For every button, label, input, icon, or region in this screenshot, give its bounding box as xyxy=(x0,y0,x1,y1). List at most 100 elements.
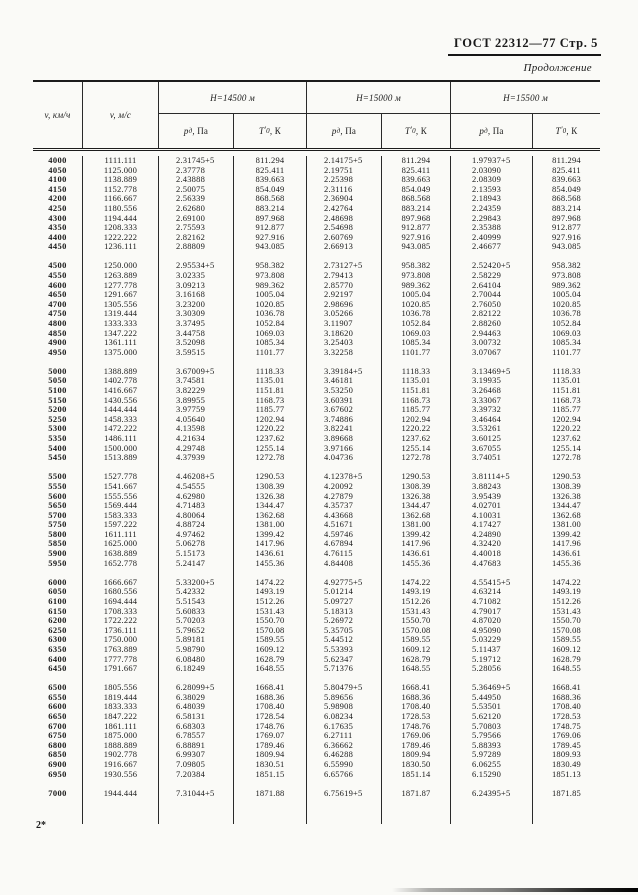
table-cell: 1748.75 xyxy=(551,720,582,731)
table-cell: 3.95439 xyxy=(451,491,533,502)
table-cell: 4.55415+5 xyxy=(451,577,533,588)
table-cell: 1069.03 xyxy=(234,328,307,339)
table-cell: 1417.96 xyxy=(234,539,307,550)
table-cell: 1255.14 xyxy=(551,442,582,453)
table-spacer xyxy=(382,251,451,262)
header-t0-15000: T ′ 0, К xyxy=(382,114,451,148)
row-speed-kmh: 4250 xyxy=(33,203,83,214)
table-cell: 3.67602 xyxy=(307,405,382,415)
table-cell: 3.67009+5 xyxy=(159,366,234,377)
table-cell: 1708.40 xyxy=(234,702,307,712)
row-speed-kmh: 5550 xyxy=(33,481,83,492)
table-cell: 1570.08 xyxy=(234,625,307,636)
table-cell: 1611.111 xyxy=(83,529,159,540)
table-cell: 1455.36 xyxy=(382,558,451,569)
table-cell: 6.08234 xyxy=(307,711,382,722)
table-cell: 1851.15 xyxy=(234,769,307,780)
table-cell: 2.92197 xyxy=(307,290,382,300)
table-cell: 1570.08 xyxy=(382,625,451,636)
table-cell: 1118.33 xyxy=(552,365,581,376)
table-cell: 5.53393 xyxy=(307,644,382,655)
table-cell: 3.02335 xyxy=(159,270,234,281)
table-cell: 1652.778 xyxy=(83,558,159,569)
table-cell: 973.808 xyxy=(234,270,307,281)
table-spacer xyxy=(382,357,451,367)
row-speed-kmh: 5750 xyxy=(33,520,83,530)
row-speed-kmh: 6450 xyxy=(33,663,83,674)
table-cell: 1152.778 xyxy=(83,184,159,195)
table-cell: 1830.50 xyxy=(382,759,451,770)
table-cell: 4.51671 xyxy=(307,520,382,530)
table-cell: 927.916 xyxy=(382,232,451,243)
table-cell: 883.214 xyxy=(551,202,582,213)
table-cell: 4.87020 xyxy=(451,616,533,626)
table-spacer xyxy=(451,357,533,367)
table-cell: 1875.000 xyxy=(83,731,159,741)
table-cell: 1513.889 xyxy=(83,453,159,463)
table-cell: 3.81114+5 xyxy=(451,472,533,482)
table-cell: 1375.000 xyxy=(83,347,159,358)
table-cell: 1052.84 xyxy=(382,318,451,329)
table-cell: 1052.84 xyxy=(551,318,582,328)
table-cell: 4.04736 xyxy=(307,453,382,463)
table-cell: 4.20092 xyxy=(307,481,382,492)
table-cell: 1344.47 xyxy=(234,500,307,511)
table-cell: 1458.333 xyxy=(83,414,159,425)
table-cell: 973.808 xyxy=(551,270,582,281)
table-cell: 3.39732 xyxy=(451,405,533,415)
table-cell: 839.663 xyxy=(234,175,307,185)
table-cell: 1185.77 xyxy=(234,405,307,415)
table-cell: 1668.41 xyxy=(234,683,307,693)
table-cell: 1399.42 xyxy=(382,529,451,540)
table-cell: 3.05266 xyxy=(307,309,382,319)
table-cell: 1728.54 xyxy=(234,711,307,722)
table-cell: 3.53261 xyxy=(451,424,533,435)
table-cell: 1290.53 xyxy=(382,472,451,482)
row-speed-kmh: 6300 xyxy=(33,635,83,645)
table-cell: 1347.222 xyxy=(83,328,159,339)
table-spacer xyxy=(159,673,234,684)
table-cell: 1237.62 xyxy=(551,433,582,444)
table-cell: 1069.03 xyxy=(551,327,582,338)
table-cell: 811.294 xyxy=(234,155,307,166)
table-cell: 912.877 xyxy=(234,223,307,233)
table-cell: 2.31116 xyxy=(307,184,382,195)
table-cell: 989.362 xyxy=(382,280,451,291)
table-cell: 912.877 xyxy=(551,222,582,233)
table-spacer xyxy=(307,798,382,825)
row-speed-kmh: 4600 xyxy=(33,280,83,291)
table-cell: 4.27879 xyxy=(307,491,382,502)
table-spacer xyxy=(307,251,382,262)
table-cell: 1417.96 xyxy=(551,538,582,549)
table-cell: 4.76115 xyxy=(307,548,382,559)
table-cell: 4.10031 xyxy=(451,510,533,521)
table-cell: 2.58229 xyxy=(451,270,533,281)
table-spacer xyxy=(33,251,83,262)
table-cell: 5.79566 xyxy=(451,731,533,741)
row-speed-kmh: 6500 xyxy=(33,683,83,693)
scan-edge-artifact xyxy=(392,888,638,892)
row-speed-kmh: 5400 xyxy=(33,443,83,454)
table-cell: 5.51543 xyxy=(159,596,234,607)
table-cell: 5.97289 xyxy=(451,750,533,760)
table-cell: 868.568 xyxy=(551,193,582,204)
table-cell: 1381.00 xyxy=(234,520,307,530)
table-cell: 1277.778 xyxy=(83,280,159,291)
table-cell: 1628.79 xyxy=(551,653,582,664)
table-cell: 1708.40 xyxy=(551,701,582,712)
table-cell: 1151.81 xyxy=(552,385,581,396)
table-cell: 6.24395+5 xyxy=(451,788,533,799)
table-cell: 1220.22 xyxy=(382,424,451,435)
table-cell: 1326.38 xyxy=(234,491,307,502)
table-cell: 811.294 xyxy=(382,155,451,166)
table-cell: 1185.77 xyxy=(552,404,581,415)
table-cell: 1.97937+5 xyxy=(451,155,533,166)
table-spacer xyxy=(451,251,533,262)
table-cell: 1151.81 xyxy=(234,385,307,396)
table-spacer xyxy=(307,357,382,367)
table-cell: 1326.38 xyxy=(551,490,582,501)
table-cell: 2.52420+5 xyxy=(451,261,533,272)
row-speed-kmh: 5900 xyxy=(33,548,83,559)
table-cell: 1444.444 xyxy=(83,405,159,415)
table-cell: 1333.333 xyxy=(83,318,159,329)
